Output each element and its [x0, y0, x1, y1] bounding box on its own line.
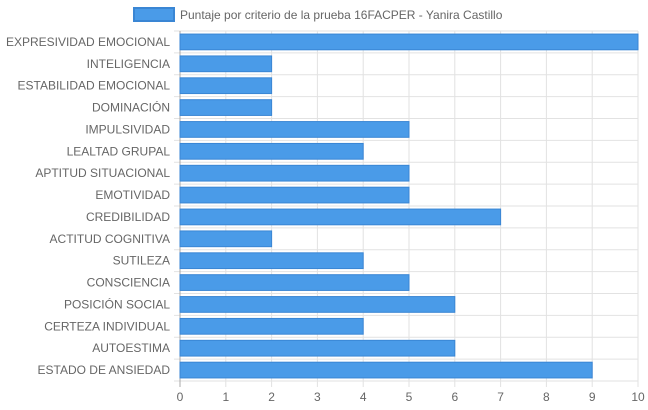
- category-label: ACTITUD COGNITIVA: [50, 232, 170, 246]
- category-label: ESTABILIDAD EMOCIONAL: [18, 79, 171, 93]
- bar[interactable]: [179, 142, 364, 160]
- category-label: POSICIÓN SOCIAL: [64, 296, 170, 311]
- x-tick-label: 4: [360, 390, 367, 404]
- bar[interactable]: [179, 252, 364, 270]
- bar[interactable]: [179, 33, 639, 51]
- bar[interactable]: [179, 361, 593, 379]
- x-tick-label: 5: [406, 390, 413, 404]
- x-tick-label: 3: [314, 390, 321, 404]
- bar[interactable]: [179, 317, 364, 335]
- category-labels: EXPRESIVIDAD EMOCIONAL INTELIGENCIA ESTABI…: [6, 35, 170, 377]
- category-label: SUTILEZA: [113, 254, 170, 268]
- bar[interactable]: [179, 77, 273, 95]
- bar[interactable]: [179, 55, 273, 73]
- category-label: ESTADO DE ANSIEDAD: [38, 363, 171, 377]
- x-tick-label: 2: [268, 390, 275, 404]
- x-tick-label: 7: [497, 390, 504, 404]
- x-tick-label: 9: [589, 390, 596, 404]
- x-tick-label: 6: [451, 390, 458, 404]
- bar[interactable]: [179, 164, 410, 182]
- category-label: IMPULSIVIDAD: [85, 122, 170, 136]
- bar[interactable]: [179, 274, 410, 291]
- bars: [179, 33, 639, 379]
- x-tick-label: 10: [631, 390, 645, 404]
- category-label: CERTEZA INDIVIDUAL: [44, 319, 170, 333]
- legend[interactable]: Puntaje por criterio de la prueba 16FACP…: [133, 7, 503, 22]
- category-label: EMOTIVIDAD: [95, 188, 170, 202]
- category-label: LEALTAD GRUPAL: [67, 144, 171, 158]
- bar[interactable]: [179, 208, 502, 226]
- category-label: EXPRESIVIDAD EMOCIONAL: [6, 35, 170, 49]
- bar[interactable]: [179, 230, 273, 248]
- category-label: CONSCIENCIA: [87, 276, 170, 290]
- category-label: CREDIBILIDAD: [86, 210, 170, 224]
- bar[interactable]: [179, 186, 410, 204]
- legend-swatch: [133, 7, 175, 22]
- x-tick-label: 0: [177, 390, 184, 404]
- category-label: INTELIGENCIA: [87, 57, 170, 71]
- legend-label: Puntaje por criterio de la prueba 16FACP…: [180, 8, 503, 22]
- bar[interactable]: [179, 339, 456, 357]
- category-label: AUTOESTIMA: [92, 341, 170, 355]
- category-label: APTITUD SITUACIONAL: [35, 166, 170, 180]
- bar[interactable]: [179, 121, 410, 138]
- x-tick-label: 1: [222, 390, 229, 404]
- bar[interactable]: [179, 99, 273, 116]
- bar[interactable]: [179, 296, 456, 313]
- category-label: DOMINACIÓN: [92, 100, 170, 115]
- x-tick-label: 8: [543, 390, 550, 404]
- x-axis-ticks: 0 1 2 3 4 5 6 7 8 9 10: [177, 390, 645, 404]
